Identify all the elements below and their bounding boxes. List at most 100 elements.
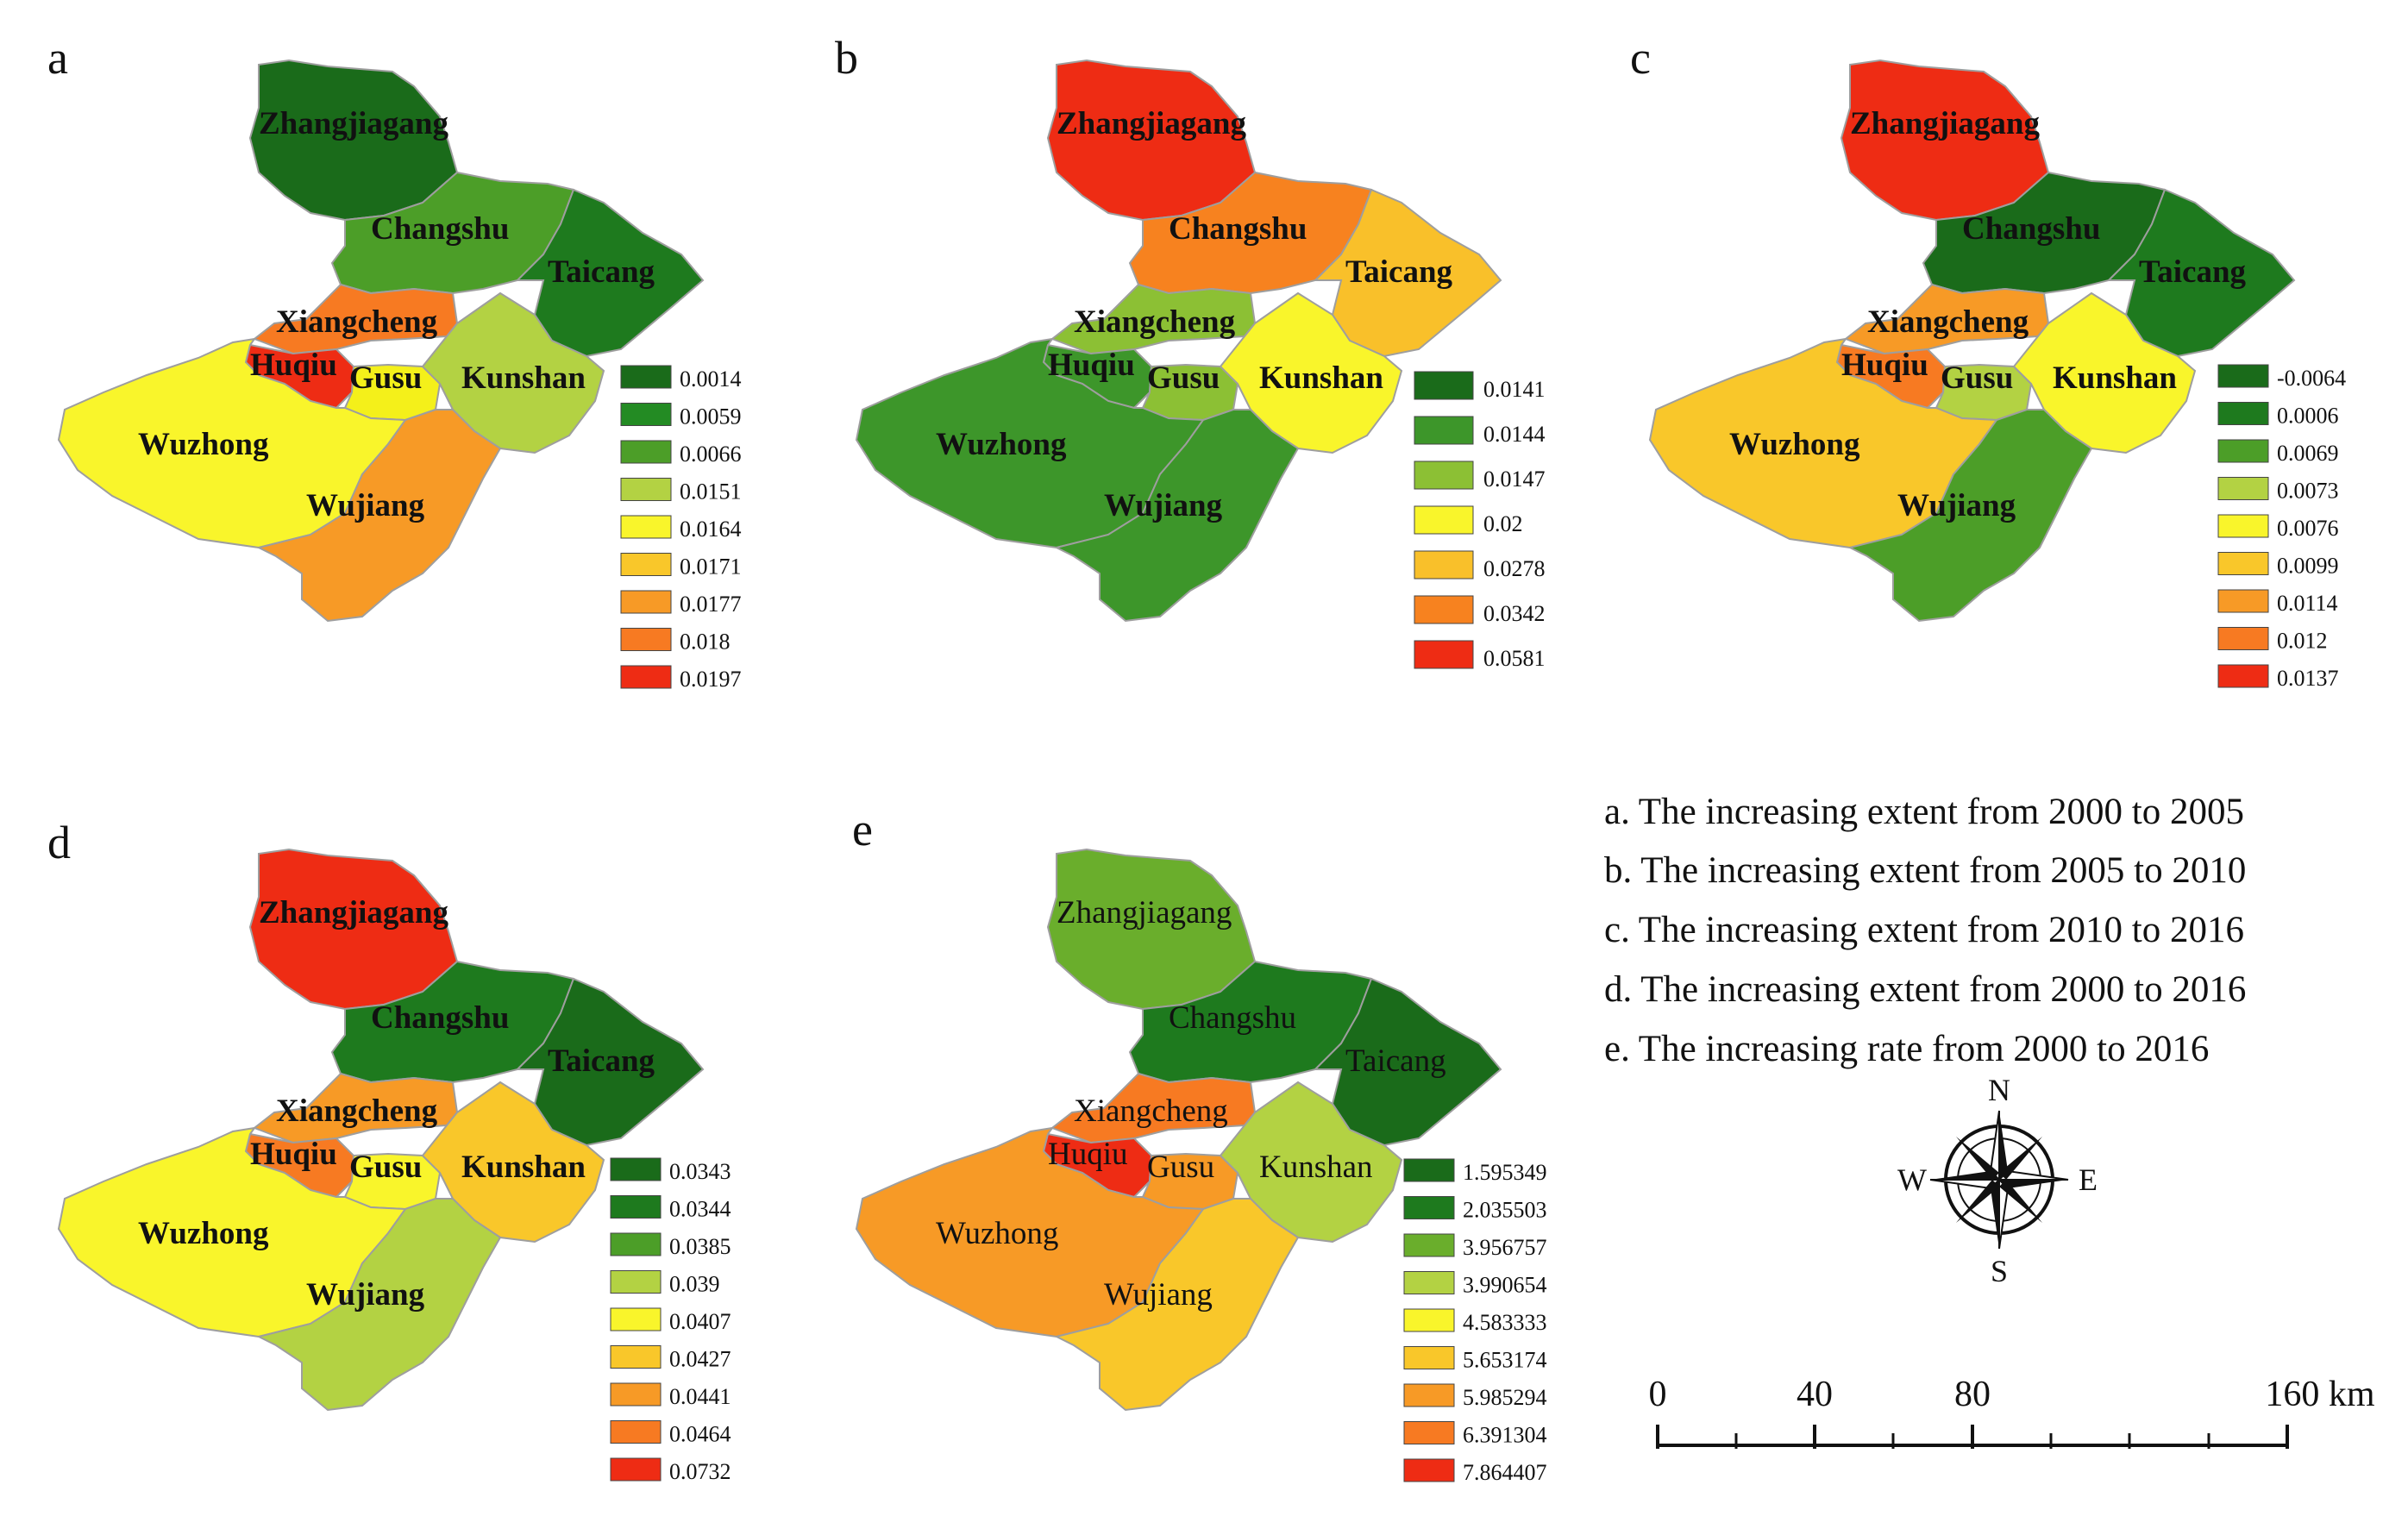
- legend-swatch: [1414, 460, 1474, 490]
- district-label-huqiu: Huqiu: [250, 1137, 337, 1172]
- legend-value: 2.035503: [1463, 1198, 1547, 1223]
- legend-swatch: [2217, 439, 2269, 463]
- legend-swatch: [2217, 664, 2269, 688]
- district-label-xiangcheng: Xiangcheng: [1074, 1093, 1228, 1129]
- legend-value: 0.0427: [669, 1347, 731, 1372]
- legend-value: 0.0344: [669, 1197, 731, 1222]
- map-a: Zhangjiagang Changshu Taicang Xiangcheng Huq…: [57, 59, 705, 623]
- legend-value: 0.0171: [680, 554, 742, 580]
- legend-value: 0.039: [669, 1272, 720, 1297]
- district-label-huqiu: Huqiu: [1048, 348, 1135, 383]
- district-label-changshu: Changshu: [371, 211, 509, 247]
- legend-swatch: [610, 1307, 662, 1331]
- district-label-huqiu: Huqiu: [1841, 348, 1928, 383]
- district-label-wujiang: Wujiang: [1897, 488, 2016, 523]
- district-label-huqiu: Huqiu: [1048, 1137, 1128, 1172]
- legend-swatch: [610, 1232, 662, 1256]
- legend-swatch: [610, 1420, 662, 1444]
- legend-swatch: [1403, 1308, 1455, 1332]
- legend-swatch: [620, 403, 672, 426]
- legend-value: 3.990654: [1463, 1273, 1547, 1298]
- legend-swatch: [1403, 1196, 1455, 1219]
- legend-b: 0.0141 0.0144 0.0147 0.02 0.0278 0.0342 0.0581: [1414, 371, 1546, 671]
- scale-tick-80: 80: [1954, 1375, 1991, 1414]
- legend-value: 7.864407: [1463, 1460, 1547, 1485]
- caption-a: a. The increasing extent from 2000 to 20…: [1604, 792, 2244, 832]
- legend-value: 0.0732: [669, 1459, 731, 1484]
- district-label-changshu: Changshu: [1962, 211, 2100, 247]
- legend-swatch: [2217, 477, 2269, 500]
- panel-label-d: d: [47, 817, 71, 868]
- district-taicang: [2106, 188, 2296, 358]
- map-c: Zhangjiagang Changshu Taicang Xiangcheng Huq…: [1648, 59, 2296, 623]
- legend-value: 0.0197: [680, 667, 742, 692]
- legend-value: 0.02: [1483, 511, 1523, 536]
- legend-a: 0.0014 0.0059 0.0066 0.0151 0.0164 0.0171 0.01…: [620, 365, 742, 692]
- district-label-wuzhong: Wuzhong: [138, 427, 269, 462]
- compass-e: E: [2079, 1162, 2098, 1197]
- legend-d: 0.0343 0.0344 0.0385 0.039 0.0407 0.0427 0.044…: [610, 1157, 731, 1484]
- legend-swatch: [610, 1345, 662, 1369]
- legend-value: 3.956757: [1463, 1235, 1547, 1260]
- district-taicang: [1313, 977, 1502, 1147]
- legend-value: 0.0343: [669, 1159, 731, 1184]
- district-label-wuzhong: Wuzhong: [1729, 427, 1860, 462]
- district-xiangcheng: [252, 1072, 459, 1144]
- district-xiangcheng: [252, 283, 459, 355]
- legend-c: -0.0064 0.0006 0.0069 0.0073 0.0076 0.0099 0.0…: [2217, 364, 2346, 691]
- captions: a. The increasing extent from 2000 to 20…: [1604, 792, 2246, 1069]
- panel-label-a: a: [47, 32, 68, 84]
- legend-value: 0.018: [680, 630, 731, 655]
- scale-tick-40: 40: [1797, 1375, 1833, 1414]
- legend-value: 0.0385: [669, 1234, 731, 1259]
- district-kunshan: [421, 291, 605, 454]
- district-label-xiangcheng: Xiangcheng: [1074, 304, 1236, 340]
- legend-swatch: [1403, 1383, 1455, 1407]
- legend-value: 0.0144: [1483, 422, 1546, 447]
- legend-value: 0.0114: [2277, 591, 2338, 616]
- scale-tick-160: 160 km: [2265, 1375, 2375, 1414]
- map-e: Zhangjiagang Changshu Taicang Xiangcheng Huq…: [855, 848, 1502, 1412]
- panel-e: e Zhangjiagang Changshu Taicang Xiangcheng Hu…: [852, 804, 1547, 1485]
- legend-value: 5.653174: [1463, 1348, 1547, 1373]
- legend-swatch: [610, 1157, 662, 1181]
- district-xiangcheng: [1050, 283, 1257, 355]
- legend-value: 0.0059: [680, 404, 742, 429]
- panel-c: c Zhangjiagang Changshu Taicang Xiangcheng Hu…: [1630, 32, 2346, 691]
- legend-swatch: [2217, 364, 2269, 388]
- district-label-gusu: Gusu: [1147, 360, 1220, 396]
- legend-swatch: [1414, 550, 1474, 580]
- panel-d: d Zhangjiagang Changshu Taicang Xiangcheng Hu…: [47, 817, 731, 1484]
- district-label-zhangjiagang: Zhangjiagang: [1850, 106, 2041, 141]
- panel-b: b Zhangjiagang Changshu Taicang Xiangcheng Hu…: [835, 32, 1546, 671]
- legend-value: 5.985294: [1463, 1385, 1547, 1410]
- district-label-wujiang: Wujiang: [1104, 1277, 1213, 1313]
- district-label-wujiang: Wujiang: [1104, 488, 1223, 523]
- legend-swatch: [610, 1382, 662, 1407]
- legend-value: 0.0147: [1483, 467, 1546, 492]
- legend-swatch: [620, 515, 672, 539]
- district-wujiang: [256, 409, 502, 623]
- legend-swatch: [620, 665, 672, 689]
- legend-e: 1.595349 2.035503 3.956757 3.990654 4.583333…: [1403, 1158, 1547, 1485]
- district-label-zhangjiagang: Zhangjiagang: [1057, 895, 1232, 930]
- district-wujiang: [256, 1198, 502, 1412]
- legend-value: 0.0066: [680, 442, 742, 467]
- district-label-taicang: Taicang: [548, 254, 655, 290]
- legend-value: 0.0151: [680, 479, 742, 504]
- legend-value: 0.0006: [2277, 404, 2339, 429]
- legend-value: 0.0464: [669, 1422, 731, 1447]
- caption-e: e. The increasing rate from 2000 to 2016: [1604, 1029, 2209, 1069]
- legend-value: 0.0069: [2277, 441, 2339, 466]
- district-kunshan: [1219, 291, 1403, 454]
- legend-swatch: [2217, 514, 2269, 538]
- legend-swatch: [1403, 1271, 1455, 1294]
- panel-a: a Zhangjiagang Changshu Taicang Xiangcheng Hu…: [47, 32, 742, 692]
- district-taicang: [515, 977, 705, 1147]
- district-label-zhangjiagang: Zhangjiagang: [259, 106, 449, 141]
- legend-swatch: [1414, 371, 1474, 400]
- legend-swatch: [1403, 1346, 1455, 1369]
- legend-value: 0.0073: [2277, 479, 2339, 504]
- district-label-kunshan: Kunshan: [461, 360, 586, 396]
